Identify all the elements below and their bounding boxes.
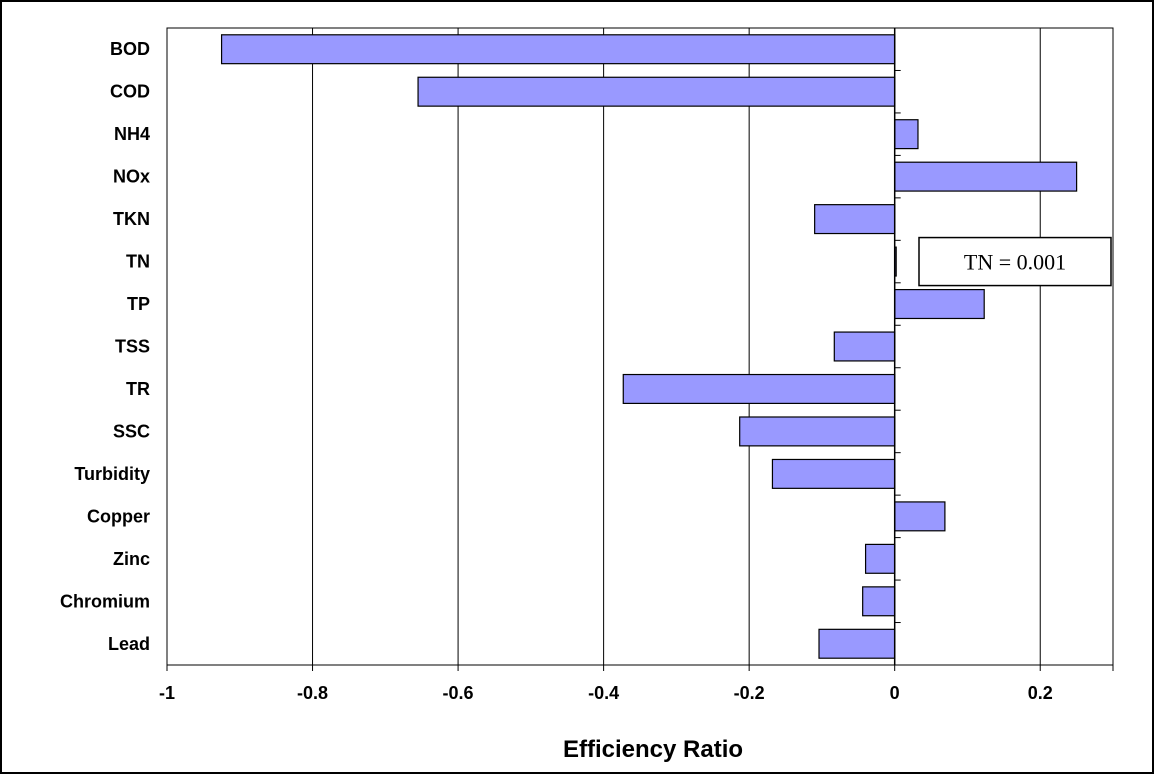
category-label-tn: TN [126, 252, 150, 272]
category-label-chromium: Chromium [60, 591, 150, 611]
gridlines [312, 28, 1041, 665]
category-label-cod: COD [110, 82, 150, 102]
bar-zinc [864, 543, 896, 574]
x-axis-title: Efficiency Ratio [563, 736, 743, 763]
bar-chromium [862, 586, 896, 617]
category-label-tr: TR [126, 379, 150, 399]
x-tick-labels: -1 -0.8 -0.6 -0.4 -0.2 0 0.2 [159, 683, 1053, 703]
bar-tp [894, 288, 985, 320]
x-tick-label-6: 0.2 [1028, 683, 1053, 703]
category-label-tp: TP [127, 294, 150, 314]
bar-cod [417, 76, 896, 107]
annotation-text: TN = 0.001 [964, 250, 1066, 275]
axes [166, 27, 1114, 671]
annotation-box [918, 236, 1112, 287]
x-tick-label-5: 0 [890, 683, 900, 703]
bar-tkn [814, 204, 896, 235]
category-label-ssc: SSC [113, 421, 150, 441]
bar-copper [894, 501, 946, 532]
category-label-zinc: Zinc [113, 549, 150, 569]
bar-turbidity [771, 458, 896, 489]
category-label-turbidity: Turbidity [74, 464, 150, 484]
bars [220, 34, 1078, 659]
x-tick-label-2: -0.6 [443, 683, 474, 703]
category-label-tkn: TKN [113, 209, 150, 229]
category-label-nh4: NH4 [114, 124, 150, 144]
bar-lead [818, 628, 896, 659]
bar-nh4 [894, 119, 919, 150]
x-tick-label-4: -0.2 [734, 683, 765, 703]
category-label-nox: NOx [113, 167, 150, 187]
bar-tr [622, 373, 896, 405]
annotation: TN = 0.001 [918, 236, 1112, 287]
category-labels: BOD COD NH4 NOx TKN TN TP TSS TR SSC Turbidity Copp… [60, 39, 150, 654]
bar-tss [833, 331, 896, 362]
x-tick-label-3: -0.4 [588, 683, 619, 703]
bar-bod [220, 34, 896, 65]
category-label-bod: BOD [110, 39, 150, 59]
bar-ssc [739, 416, 896, 447]
bar-nox [894, 161, 1078, 192]
plot-area [166, 27, 1114, 666]
category-label-lead: Lead [108, 634, 150, 654]
x-tick-label-0: -1 [159, 683, 175, 703]
category-label-copper: Copper [87, 506, 150, 526]
category-label-tss: TSS [115, 337, 150, 357]
x-tick-label-1: -0.8 [297, 683, 328, 703]
